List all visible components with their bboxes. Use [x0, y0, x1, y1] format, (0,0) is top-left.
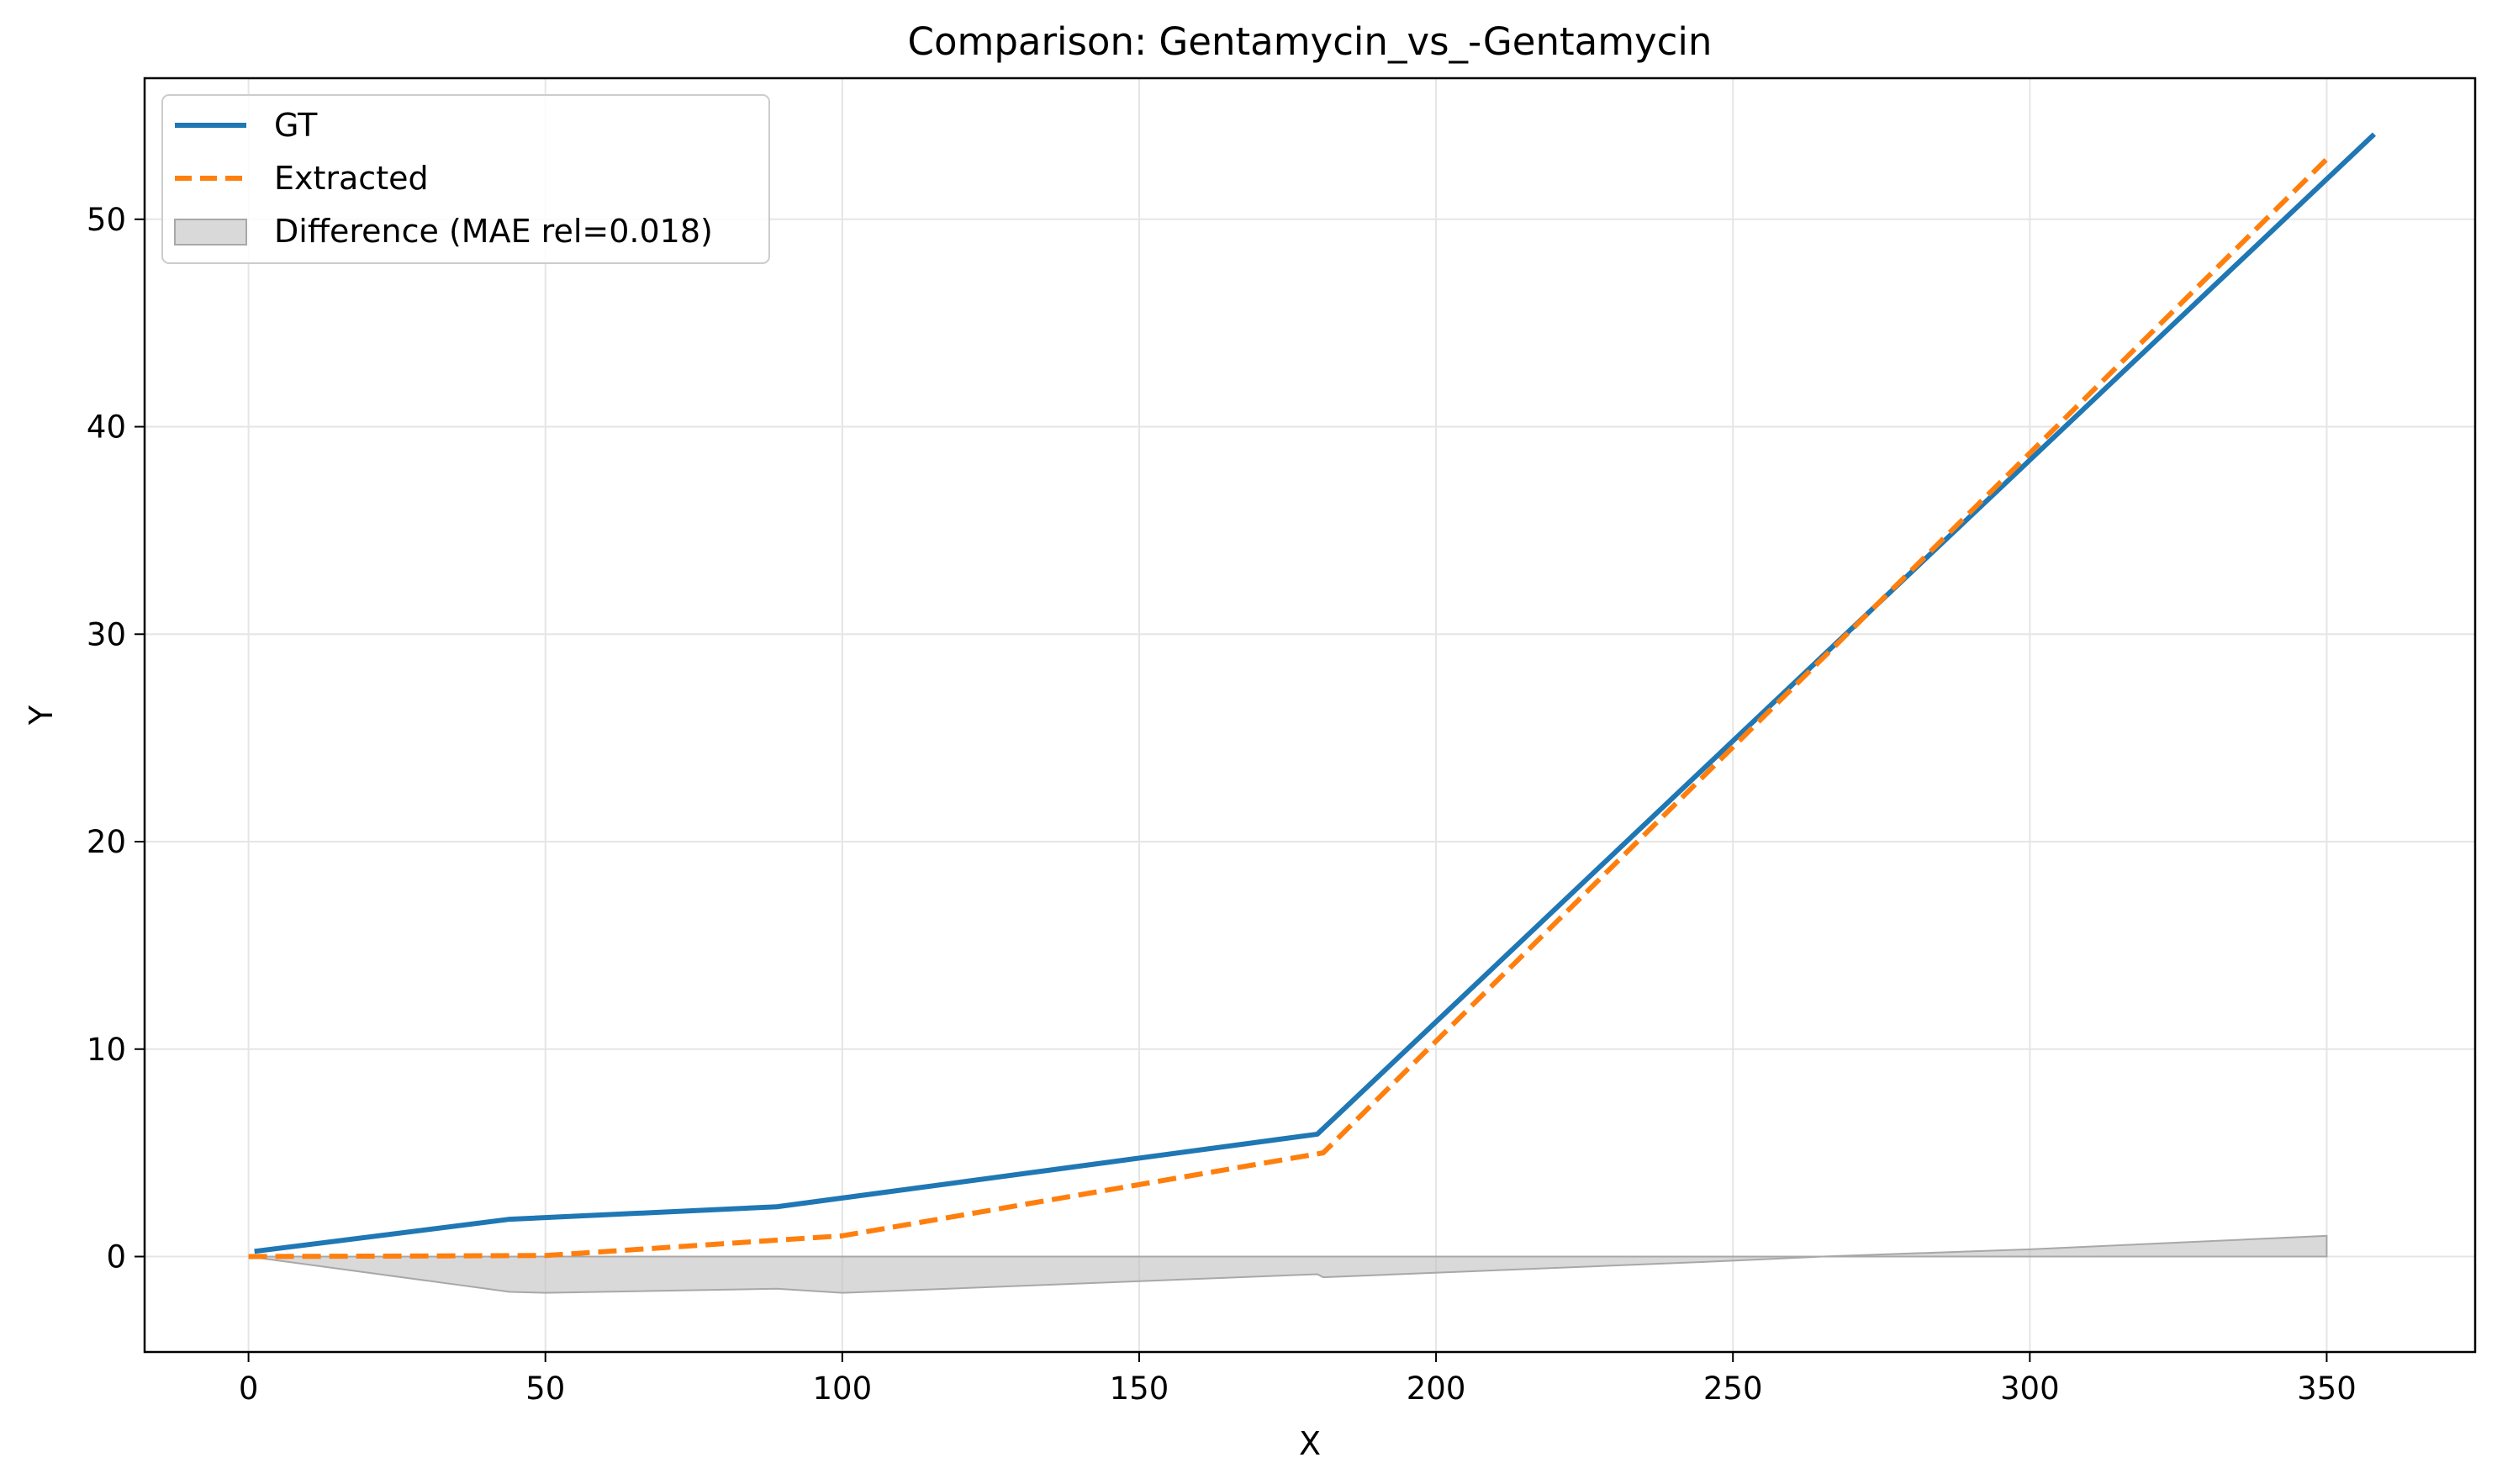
x-axis-label: X [1299, 1425, 1321, 1462]
legend-label: GT [274, 107, 318, 144]
lines-layer [248, 132, 2377, 1260]
y-tick-label: 50 [87, 202, 126, 238]
difference-layer [248, 1234, 2328, 1294]
legend-label: Extracted [274, 160, 429, 197]
y-tick-label: 30 [87, 616, 126, 652]
series-line-extracted [248, 157, 2329, 1260]
y-tick-label: 40 [87, 409, 126, 446]
x-tick-label: 150 [1110, 1370, 1169, 1407]
x-tick-label: 300 [2000, 1370, 2060, 1407]
x-tick-label: 0 [239, 1370, 259, 1407]
chart-title: Comparison: Gentamycin_vs_-Gentamycin [908, 19, 1713, 64]
series-line-gt [254, 132, 2377, 1254]
difference-area [248, 1234, 2328, 1294]
x-tick-label: 50 [525, 1370, 565, 1407]
y-tick-label: 10 [87, 1032, 126, 1068]
legend-box [161, 94, 770, 264]
legend-swatch [174, 219, 247, 246]
legend: GT Extracted Difference (MAE rel=0.018) [161, 94, 770, 264]
x-tick-label: 350 [2297, 1370, 2357, 1407]
ticks: 0 50 100 150 200 250 300 350 0 10 20 30 40 50 [87, 202, 2357, 1407]
x-tick-label: 100 [813, 1370, 873, 1407]
axes-frame [143, 77, 2477, 1354]
legend-label: Difference (MAE rel=0.018) [274, 213, 713, 250]
x-tick-label: 200 [1407, 1370, 1466, 1407]
x-tick-label: 250 [1703, 1370, 1763, 1407]
y-tick-label: 0 [106, 1238, 126, 1275]
y-tick-label: 20 [87, 824, 126, 860]
y-axis-label: Y [23, 705, 60, 726]
